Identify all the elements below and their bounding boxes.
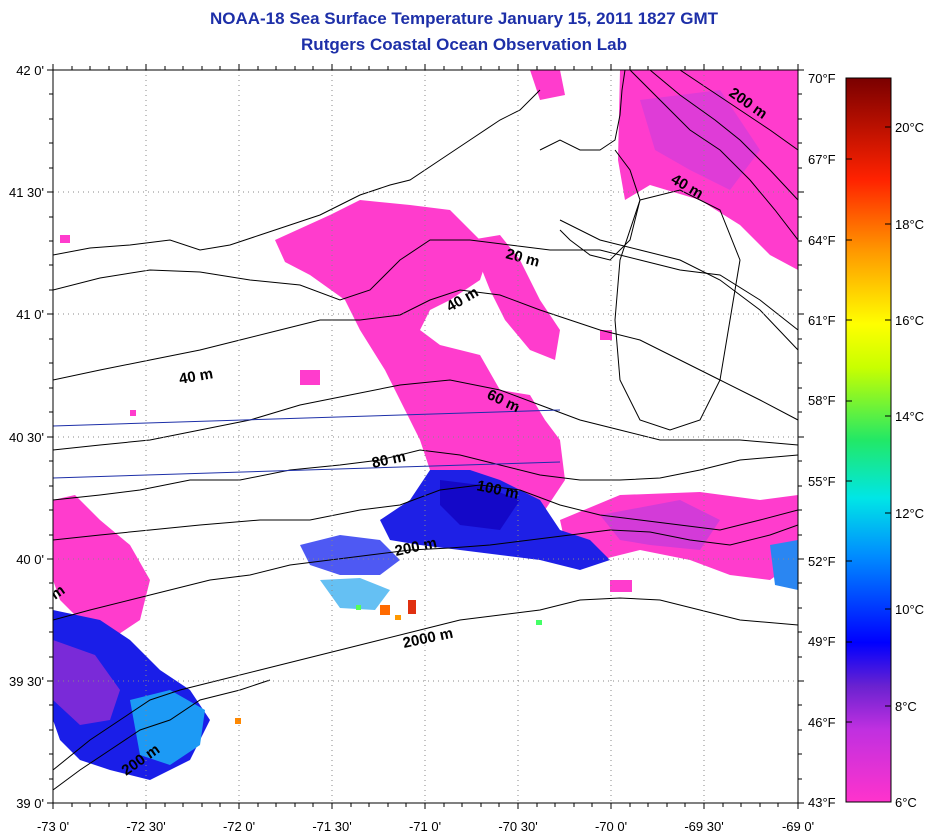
contour-80m (53, 449, 798, 501)
sst-patch-east-cyan (770, 540, 798, 590)
contour-ne-1 (629, 70, 798, 241)
colorbar-celsius-label: 10°C (895, 602, 924, 617)
sst-patch-sw-purple (53, 640, 120, 725)
sst-patch-sw (53, 495, 150, 640)
sst-speck (130, 410, 136, 416)
graticule (53, 70, 798, 803)
contour-40m (53, 289, 798, 421)
colorbar-fahrenheit-label: 70°F (808, 71, 836, 86)
coastline-cape (559, 149, 641, 261)
sst-patch-ne-purple (640, 90, 760, 190)
sst-patch-shelf-edge (440, 480, 520, 530)
colorbar-celsius-label: 20°C (895, 120, 924, 135)
sst-patch-scatter-cyan (320, 578, 390, 610)
sst-patch-east-purple (600, 500, 720, 550)
contour-label-40m-west: 40 m (178, 365, 215, 388)
lon-label: -70 30' (498, 819, 537, 834)
lon-label: -69 30' (684, 819, 723, 834)
colorbar-celsius-label: 18°C (895, 217, 924, 232)
colorbar-fahrenheit-label: 58°F (808, 393, 836, 408)
contour-label-80m: 80 m (370, 448, 407, 472)
colorbar (845, 77, 892, 803)
contour-ne-3 (679, 70, 798, 151)
colorbar-ticks (846, 77, 891, 723)
contour-gom (559, 219, 798, 351)
sst-patch-scatter-blue (300, 535, 400, 575)
axis-ticks (47, 64, 804, 809)
sst-data-layer: 200 m 40 m 20 m 40 m 40 m 60 m 80 m 100 … (53, 70, 798, 791)
sst-speck (60, 235, 70, 243)
colorbar-fahrenheit-label: 67°F (808, 152, 836, 167)
map-title: NOAA-18 Sea Surface Temperature January … (209, 9, 719, 28)
lat-label: 42 0' (16, 63, 44, 78)
track-line-1 (53, 409, 561, 427)
colorbar-celsius-label: 14°C (895, 409, 924, 424)
contour-lines (53, 70, 798, 791)
colorbar-celsius-label: 8°C (895, 699, 917, 714)
colorbar-fahrenheit-label: 52°F (808, 554, 836, 569)
colorbar-fahrenheit-label: 64°F (808, 233, 836, 248)
map-subtitle: Rutgers Coastal Ocean Observation Lab (301, 35, 627, 54)
lon-label: -71 30' (312, 819, 351, 834)
sst-warm-speck (395, 615, 401, 620)
colorbar-fahrenheit-label: 61°F (808, 313, 836, 328)
lon-label: -69 0' (782, 819, 814, 834)
contour-60m (53, 379, 798, 451)
sst-patch-north (530, 70, 565, 100)
lon-label: -73 0' (37, 819, 69, 834)
sst-speck (610, 580, 632, 592)
lat-label: 40 30' (9, 430, 44, 445)
sst-patch-buzzards (470, 235, 560, 360)
contour-ne-2 (649, 70, 798, 201)
lat-label: 41 0' (16, 307, 44, 322)
sst-warm-speck (235, 718, 241, 724)
lon-label: -72 0' (223, 819, 255, 834)
colorbar-fahrenheit-label: 49°F (808, 634, 836, 649)
colorbar-celsius-label: 16°C (895, 313, 924, 328)
contour-100m (53, 484, 798, 541)
track-line-2 (53, 461, 561, 479)
lat-label: 41 30' (9, 185, 44, 200)
lat-label: 39 30' (9, 674, 44, 689)
colorbar-celsius-label: 12°C (895, 506, 924, 521)
sst-green-speck (356, 605, 361, 610)
contour-200m (53, 524, 798, 621)
sst-warm-speck (408, 600, 416, 614)
lat-label: 40 0' (16, 552, 44, 567)
lon-label: -72 30' (126, 819, 165, 834)
shoal-ring (614, 189, 741, 431)
coastline-ct (53, 89, 541, 256)
sst-speck (300, 370, 320, 385)
colorbar-fahrenheit-label: 55°F (808, 474, 836, 489)
contour-deep-sw (53, 679, 271, 791)
coastline-ma (539, 70, 626, 151)
lon-label: -71 0' (409, 819, 441, 834)
colorbar-fahrenheit-label: 46°F (808, 715, 836, 730)
contour-2000m (53, 597, 798, 771)
colorbar-celsius-label: 6°C (895, 795, 917, 810)
colorbar-fahrenheit-label: 43°F (808, 795, 836, 810)
contour-20m (53, 239, 798, 331)
sst-patch-ri-sound (275, 200, 565, 520)
lon-label: -70 0' (595, 819, 627, 834)
sst-speck (600, 330, 612, 340)
lat-label: 39 0' (16, 796, 44, 811)
sst-green-speck (536, 620, 542, 625)
sst-warm-speck (380, 605, 390, 615)
